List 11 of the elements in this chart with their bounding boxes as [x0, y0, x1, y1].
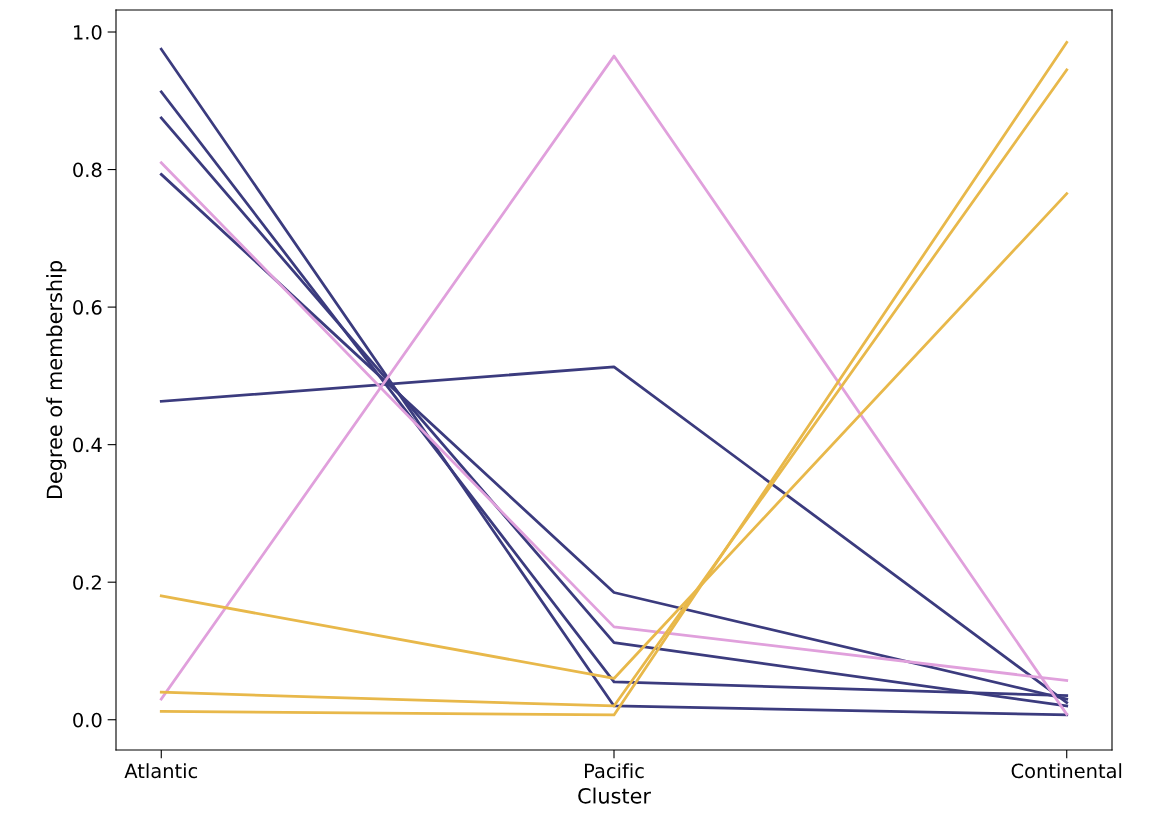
x-tick-label: Pacific — [585, 763, 644, 779]
y-tick-label: 0.8 — [73, 162, 102, 178]
y-axis-title: Degree of membership — [46, 261, 67, 499]
y-tick-label: 1.0 — [74, 24, 102, 40]
y-tick-label: 0.0 — [73, 712, 102, 728]
y-tick-label: 0.4 — [73, 437, 102, 453]
x-tick-label: Continental — [1011, 763, 1122, 779]
x-axis-title: Cluster — [578, 787, 651, 804]
x-tick-label: Atlantic — [124, 763, 198, 779]
y-tick-label: 0.6 — [73, 300, 102, 315]
y-tick-label: 0.2 — [73, 575, 101, 590]
